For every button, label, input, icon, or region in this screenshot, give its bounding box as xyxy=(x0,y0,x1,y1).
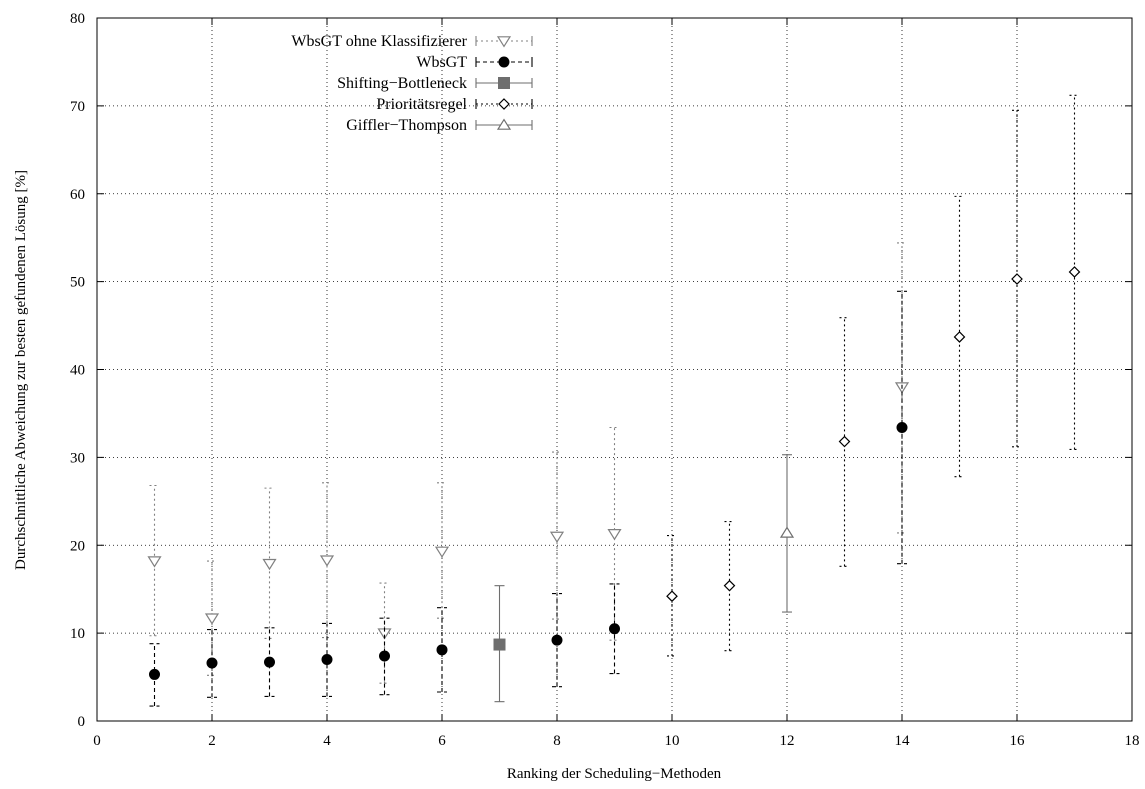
legend-item: Shifting−Bottleneck xyxy=(337,75,533,92)
legend-label: Prioritätsregel xyxy=(376,96,467,113)
data-point xyxy=(838,435,851,448)
data-point xyxy=(434,546,450,558)
y-tick-label: 10 xyxy=(70,626,85,642)
legend-marker xyxy=(498,77,510,89)
data-point xyxy=(206,657,218,669)
series-4 xyxy=(779,454,795,613)
data-point xyxy=(723,579,736,592)
error-bar xyxy=(1012,109,1022,448)
data-point xyxy=(609,623,620,635)
legend-item: WbsGT xyxy=(416,54,533,71)
legend: WbsGT ohne Klassifizierer WbsGT Shifting−B… xyxy=(291,33,533,134)
y-tick-label: 50 xyxy=(70,275,85,291)
error-bar xyxy=(839,317,850,567)
x-tick-label: 12 xyxy=(780,733,795,749)
y-axis-title: Durchschnittliche Abweichung zur besten … xyxy=(13,170,29,570)
x-tick-label: 2 xyxy=(208,733,216,749)
error-bar xyxy=(207,629,217,698)
y-tick-label: 40 xyxy=(70,363,85,379)
data-point xyxy=(551,634,563,646)
legend-marker xyxy=(496,36,512,48)
error-bar xyxy=(552,451,562,620)
legend-marker xyxy=(498,98,510,110)
y-tick-label: 80 xyxy=(70,11,85,27)
series-2 xyxy=(493,585,506,703)
data-point xyxy=(607,529,622,541)
data-point xyxy=(264,656,275,668)
x-tick-label: 6 xyxy=(438,733,446,749)
series-layer xyxy=(147,94,1081,707)
legend-label: Giffler−Thompson xyxy=(346,117,467,134)
y-tick-label: 30 xyxy=(70,450,85,466)
data-point xyxy=(147,556,162,568)
data-point xyxy=(493,638,506,651)
legend-item: Prioritätsregel xyxy=(376,96,533,113)
y-tick-label: 60 xyxy=(70,187,85,203)
data-point xyxy=(436,644,448,656)
legend-marker xyxy=(496,118,512,130)
error-bar xyxy=(552,593,562,688)
x-tick-label: 8 xyxy=(553,733,561,749)
data-point xyxy=(321,653,333,665)
legend-item: WbsGT ohne Klassifizierer xyxy=(291,33,533,50)
x-tick-label: 16 xyxy=(1010,733,1026,749)
data-point xyxy=(549,531,565,543)
series-0 xyxy=(147,242,910,684)
legend-label: Shifting−Bottleneck xyxy=(337,75,467,92)
x-tick-label: 10 xyxy=(665,733,680,749)
series-1 xyxy=(149,290,908,707)
data-point xyxy=(1068,266,1081,278)
x-tick-label: 14 xyxy=(895,733,911,749)
legend-marker xyxy=(498,56,510,68)
x-tick-label: 0 xyxy=(93,733,101,749)
series-3 xyxy=(666,94,1081,657)
axes: 0 2 4 6 8 10 12 14 16 18 0 10 20 30 40 50 60 70 80 xyxy=(70,11,1140,749)
y-tick-label: 20 xyxy=(70,538,85,554)
y-tick-label: 0 xyxy=(78,714,86,730)
x-axis-title: Ranking der Scheduling−Methoden xyxy=(507,766,722,782)
legend-item: Giffler−Thompson xyxy=(346,117,533,134)
data-point xyxy=(666,590,678,603)
error-bar xyxy=(724,520,735,652)
error-bar xyxy=(264,627,275,697)
data-point xyxy=(262,558,277,571)
x-tick-label: 18 xyxy=(1125,733,1140,749)
data-point xyxy=(1011,273,1023,285)
data-point xyxy=(896,421,908,433)
error-bar xyxy=(1069,94,1080,451)
x-tick-label: 4 xyxy=(323,733,331,749)
y-tick-label: 70 xyxy=(70,99,85,115)
data-point xyxy=(204,613,220,625)
legend-label: WbsGT xyxy=(416,54,467,71)
data-point xyxy=(319,555,335,567)
data-point xyxy=(379,650,390,662)
legend-label: WbsGT ohne Klassifizierer xyxy=(291,33,467,50)
data-point xyxy=(953,331,966,343)
data-point xyxy=(779,526,795,538)
data-point xyxy=(149,668,160,680)
